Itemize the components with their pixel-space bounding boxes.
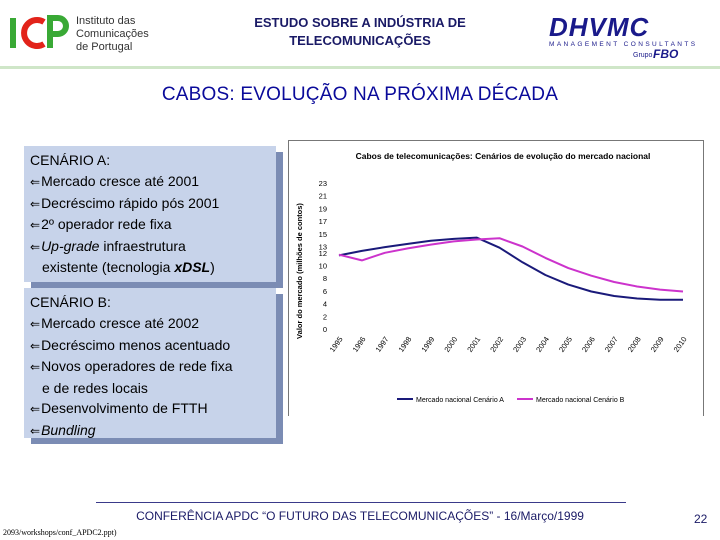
y-tick-label: 17 — [319, 217, 327, 226]
list-item: ⇐Up-grade infraestrutura — [30, 237, 186, 254]
list-item: ⇐Desenvolvimento de FTTH — [30, 400, 208, 416]
y-tick-label: 12 — [319, 249, 327, 258]
scenario-a-heading: CENÁRIO A: — [30, 152, 111, 168]
series-line-b — [338, 237, 684, 293]
chart-y-axis-label: Valor do mercado (milhões de contos) — [295, 203, 304, 339]
bottom-panel — [288, 416, 720, 498]
scenario-a-list: ⇐Mercado cresce até 2001 ⇐Decréscimo ráp… — [30, 171, 272, 278]
operators-text: PT, E3G, TV Cabo — [416, 422, 542, 439]
list-item: ⇐Decréscimo rápido pós 2001 — [30, 194, 220, 211]
list-item: ⇐Novos operadores de rede fixa — [30, 358, 233, 374]
x-tick-label: 1999 — [419, 335, 436, 354]
x-tick-label: 2010 — [672, 335, 689, 354]
x-tick-label: 2002 — [488, 335, 505, 354]
arrow-bullet-icon: ⇐ — [30, 196, 41, 211]
y-tick-label: 2 — [323, 312, 327, 321]
slide-header: Instituto das Comunicações de Portugal E… — [0, 0, 720, 68]
x-tick-label: 1995 — [328, 335, 345, 354]
scenario-b-box: CENÁRIO B: ⇐Mercado cresce até 2002 ⇐Dec… — [24, 288, 276, 438]
list-item: ⇐2º operador rede fixa — [30, 216, 172, 232]
x-tick-label: 2003 — [511, 335, 528, 354]
x-tick-label: 2009 — [649, 335, 666, 354]
substitution-text-line-1: Grau de substituição (Capac. — [416, 457, 624, 474]
logo-line-2: Comunicações — [76, 28, 149, 40]
slide-title: CABOS: EVOLUÇÃO NA PRÓXIMA DÉCADA — [161, 84, 559, 105]
list-item-continuation: e de redes locais — [42, 379, 148, 396]
x-tick-label: 2000 — [442, 335, 459, 354]
x-tick-label: 2005 — [557, 335, 574, 354]
y-tick-label: 4 — [323, 300, 327, 309]
substitution-text: Grau de substituição (Capac. Transmissão… — [416, 457, 696, 493]
list-item: ⇐Decréscimo menos acentuado — [30, 336, 231, 353]
x-tick-label: 1996 — [351, 335, 368, 354]
chart-title: Cabos de telecomunicações: Cenários de e… — [356, 151, 651, 161]
y-tick-label: 15 — [319, 230, 327, 239]
list-item: ⇐Mercado cresce até 2001 — [30, 173, 200, 189]
y-tick-label: 13 — [319, 242, 327, 251]
arrow-bullet-icon: ⇐ — [30, 338, 41, 353]
market-chart-svg: Cabos de telecomunicações: Cenários de e… — [295, 151, 689, 404]
scenario-b-heading: CENÁRIO B: — [30, 294, 111, 310]
header-title: ESTUDO SOBRE A INDÚSTRIA DE TELECOMUNICA… — [210, 14, 510, 50]
list-item: ⇐Mercado cresce até 2002 — [30, 315, 200, 331]
list-item-continuation: existente (tecnologia xDSL) — [42, 259, 215, 275]
footer-divider — [96, 502, 626, 503]
dhvmc-group-name: FBO — [653, 47, 679, 60]
dhvmc-mark: DHVMC — [549, 12, 650, 42]
y-tick-label: 19 — [319, 204, 327, 213]
x-tick-label: 2001 — [465, 335, 482, 354]
y-tick-label: 8 — [323, 274, 327, 283]
logo-line-3: de Portugal — [76, 41, 132, 53]
series-line-a — [338, 236, 683, 301]
x-tick-label: 2008 — [626, 335, 643, 354]
dhvmc-sub: MANAGEMENT CONSULTANTS — [549, 41, 698, 48]
slide-footer — [0, 498, 720, 540]
y-tick-label: 10 — [319, 262, 327, 271]
header-title-line-1: ESTUDO SOBRE A INDÚSTRIA DE — [254, 15, 466, 30]
y-tick-label: 6 — [323, 287, 327, 296]
x-tick-label: 2007 — [603, 335, 620, 354]
arrow-bullet-icon: ⇐ — [30, 402, 41, 416]
arrow-bullet-icon: ⇐ — [30, 239, 41, 254]
icp-logo: Instituto das Comunicações de Portugal — [10, 8, 160, 60]
footer-file-path: 2093/workshops/conf_APDC2.ppt) — [3, 528, 117, 537]
legend-label-b: Mercado nacional Cenário B — [536, 397, 625, 404]
header-divider — [0, 66, 720, 69]
x-tick-label: 2004 — [534, 335, 551, 354]
y-tick-label: 0 — [323, 325, 327, 334]
logo-line-1: Instituto das — [76, 15, 136, 27]
scenario-b-list: ⇐Mercado cresce até 2002 ⇐Decréscimo men… — [30, 313, 272, 441]
substitution-text-line-2: Transmissão) — [416, 475, 513, 492]
market-chart: Cabos de telecomunicações: Cenários de e… — [288, 140, 704, 418]
chart-series-lines — [338, 236, 684, 301]
x-tick-label: 1998 — [396, 335, 413, 354]
list-item: ⇐Bundling — [30, 421, 96, 438]
arrow-bullet-icon: ⇐ — [30, 175, 41, 189]
y-tick-label: 23 — [319, 179, 327, 188]
y-tick-label: 21 — [319, 192, 327, 201]
page-number: 22 — [694, 512, 708, 526]
header-title-line-2: TELECOMUNICAÇÕES — [289, 33, 431, 48]
chart-legend: Mercado nacional Cenário A Mercado nacion… — [397, 397, 625, 404]
arrow-bullet-icon: ⇐ — [30, 317, 41, 331]
dhvmc-group-label: Grupo — [633, 52, 653, 59]
x-tick-label: 2006 — [580, 335, 597, 354]
dhvmc-logo: DHVMC MANAGEMENT CONSULTANTS Grupo FBO — [545, 12, 705, 61]
arrow-bullet-icon: ⇐ — [30, 360, 41, 374]
arrow-bullet-icon: ⇐ — [30, 218, 41, 232]
x-tick-label: 1997 — [374, 335, 391, 354]
arrow-bullet-icon: ⇐ — [30, 423, 41, 438]
footer-conference-text: CONFERÊNCIA APDC “O FUTURO DAS TELECOMUN… — [136, 509, 584, 523]
scenario-a-box: CENÁRIO A: ⇐Mercado cresce até 2001 ⇐Dec… — [24, 146, 276, 282]
legend-label-a: Mercado nacional Cenário A — [416, 397, 504, 404]
